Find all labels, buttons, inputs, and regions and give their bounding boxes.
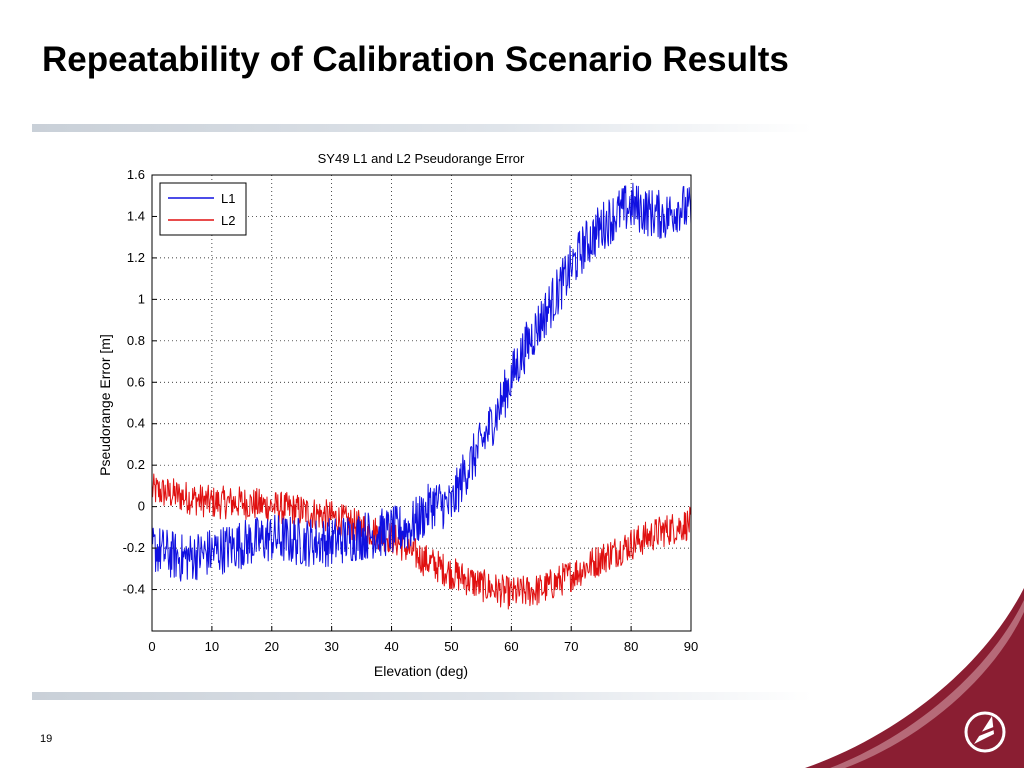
y-tick-label: 0 — [138, 499, 145, 514]
page-number: 19 — [40, 733, 53, 745]
legend-box — [159, 182, 247, 236]
legend-label-l1: L1 — [221, 191, 235, 206]
y-tick-label: 0.2 — [127, 457, 145, 472]
x-tick-label: 70 — [564, 639, 578, 654]
series-layer — [151, 182, 692, 610]
corner-swoosh-maroon — [805, 588, 1024, 768]
x-tick-label: 40 — [384, 639, 398, 654]
x-tick-label: 90 — [684, 639, 698, 654]
bottom-divider — [32, 692, 812, 700]
slide-title: Repeatability of Calibration Scenario Re… — [42, 40, 789, 79]
series-line-l1 — [151, 182, 692, 582]
chart-legend: L1 L2 — [159, 182, 247, 236]
x-tick-label: 0 — [148, 639, 155, 654]
y-tick-label: -0.4 — [123, 582, 145, 597]
tick-layer: 0 10 20 30 40 50 60 70 80 90 -0.4 -0.2 0 0.2 0.4 0.6 0.8… — [123, 167, 699, 654]
x-tick-label: 20 — [265, 639, 279, 654]
y-tick-label: 0.4 — [127, 416, 145, 431]
y-tick-label: -0.2 — [123, 540, 145, 555]
y-tick-label: 1.6 — [127, 167, 145, 182]
y-tick-label: 1.2 — [127, 250, 145, 265]
x-tick-label: 80 — [624, 639, 638, 654]
y-tick-label: 0.8 — [127, 333, 145, 348]
y-tick-label: 1 — [138, 291, 145, 306]
series-line-l2 — [151, 473, 692, 610]
y-tick-label: 1.4 — [127, 208, 145, 223]
plot-frame — [151, 174, 692, 632]
x-tick-label: 50 — [444, 639, 458, 654]
x-tick-label: 60 — [504, 639, 518, 654]
legend-label-l2: L2 — [221, 213, 235, 228]
x-tick-label: 10 — [205, 639, 219, 654]
x-axis-label: Elevation (deg) — [374, 663, 468, 679]
x-tick-label: 30 — [324, 639, 338, 654]
y-tick-label: 0.6 — [127, 374, 145, 389]
company-logo-icon — [964, 711, 1006, 753]
y-axis-label: Pseudorange Error [m] — [97, 334, 113, 476]
top-divider — [32, 124, 812, 132]
chart-title: SY49 L1 and L2 Pseudorange Error — [318, 151, 525, 166]
